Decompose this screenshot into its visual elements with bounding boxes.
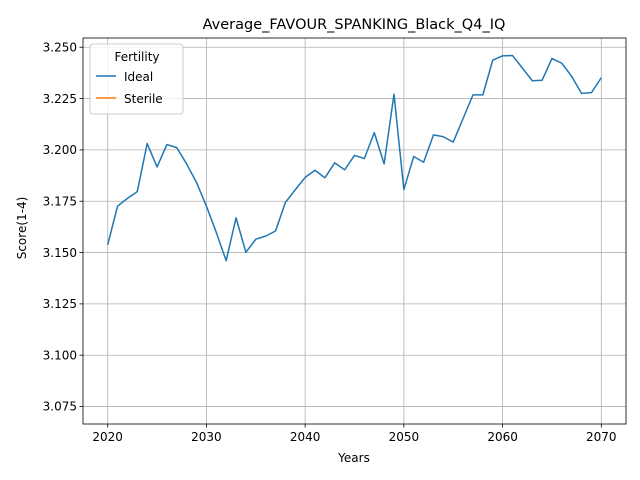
y-axis-label: Score(1-4) [15,197,29,260]
x-tick-label: 2070 [586,430,617,444]
x-axis-ticks: 2020 2030 2040 2050 2060 2070 [92,424,617,444]
x-tick-label: 2020 [92,430,123,444]
y-tick-label: 3.175 [43,194,77,208]
y-axis-ticks: 3.075 3.100 3.125 3.150 3.175 3.200 3.225 3.250 [43,40,83,414]
y-tick-label: 3.100 [43,348,77,362]
y-tick-label: 3.225 [43,92,77,106]
y-tick-label: 3.125 [43,297,77,311]
y-tick-label: 3.150 [43,246,77,260]
grid [83,38,626,424]
x-tick-label: 2060 [487,430,518,444]
x-tick-label: 2050 [389,430,420,444]
series-lines [106,54,602,262]
x-tick-label: 2040 [290,430,321,444]
legend-label-sterile: Sterile [124,92,163,106]
x-tick-label: 2030 [191,430,222,444]
y-tick-label: 3.200 [43,143,77,157]
chart-title: Average_FAVOUR_SPANKING_Black_Q4_IQ [203,17,506,33]
legend-label-ideal: Ideal [124,70,153,84]
series-line-ideal [106,54,602,262]
y-tick-label: 3.075 [43,400,77,414]
y-tick-label: 3.250 [43,40,77,54]
x-axis-label: Years [337,451,370,465]
legend-title: Fertility [114,50,159,64]
legend: Fertility Ideal Sterile [89,43,184,115]
plot-frame [82,37,627,425]
legend-box [89,43,184,115]
